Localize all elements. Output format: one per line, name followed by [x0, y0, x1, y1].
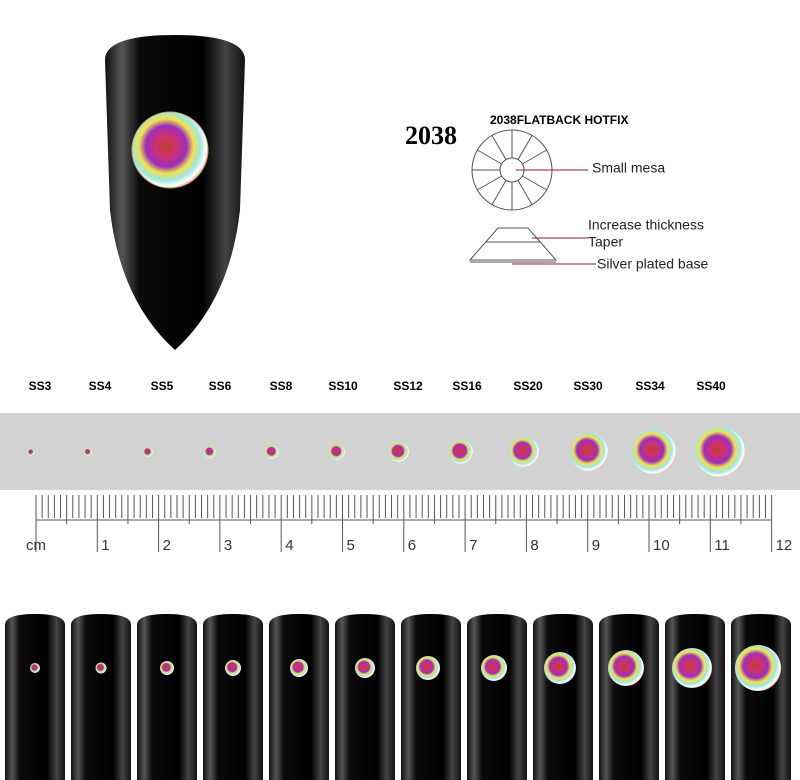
nail — [599, 614, 659, 780]
nail — [269, 614, 329, 780]
facet-line — [477, 175, 502, 191]
ruler-number: 10 — [653, 537, 670, 554]
rhinestone — [695, 427, 745, 477]
size-label: SS12 — [393, 379, 423, 393]
facet-line — [517, 135, 533, 160]
ruler-number: 4 — [285, 537, 293, 554]
rhinestone — [30, 663, 40, 673]
rhinestone — [131, 111, 209, 189]
rhinestone — [204, 446, 216, 458]
rhinestone — [481, 655, 507, 681]
rhinestone — [143, 447, 153, 457]
ruler-number: 11 — [714, 537, 730, 554]
nail — [137, 614, 197, 780]
size-label: SS4 — [89, 379, 112, 393]
nail — [665, 614, 725, 780]
nail — [5, 614, 65, 780]
nail — [533, 614, 593, 780]
diagram-title: 2038FLATBACK HOTFIX — [490, 113, 628, 127]
ruler-number: 5 — [347, 537, 355, 554]
callout-label: Small mesa — [592, 160, 665, 176]
ruler-number: 1 — [101, 537, 109, 554]
rhinestone — [608, 650, 644, 686]
size-label: SS30 — [573, 379, 603, 393]
rhinestone — [389, 442, 409, 462]
ruler-number: 6 — [408, 537, 416, 554]
size-label: SS6 — [209, 379, 232, 393]
nail — [203, 614, 263, 780]
nail-illustration — [105, 35, 245, 350]
facet-line — [522, 149, 547, 165]
facet-line — [491, 135, 507, 160]
nail — [335, 614, 395, 780]
ruler-number: 12 — [776, 537, 793, 554]
nail — [401, 614, 461, 780]
callout-label: Increase thickness — [588, 217, 704, 233]
facet-line — [517, 180, 533, 205]
ruler-number: 3 — [224, 537, 232, 554]
size-label: SS20 — [513, 379, 543, 393]
stone-diagram — [468, 129, 558, 263]
rhinestone — [632, 430, 676, 474]
rhinestone — [160, 661, 174, 675]
facet-line — [491, 180, 507, 205]
rhinestone — [290, 659, 308, 677]
rhinestone — [509, 437, 539, 467]
nail — [467, 614, 527, 780]
rhinestone — [329, 444, 345, 460]
rhinestone — [225, 660, 241, 676]
size-label: SS40 — [696, 379, 726, 393]
callout-label: Taper — [588, 234, 623, 250]
nail — [731, 614, 791, 780]
nail — [105, 35, 245, 350]
rhinestone — [95, 662, 107, 674]
ruler-unit: cm — [26, 537, 46, 554]
size-label: SS5 — [151, 379, 174, 393]
rhinestone — [672, 648, 712, 688]
size-label: SS3 — [29, 379, 52, 393]
ruler-number: 8 — [530, 537, 538, 554]
size-label: SS10 — [328, 379, 358, 393]
rhinestone — [84, 448, 92, 456]
size-label: SS8 — [270, 379, 293, 393]
facet-line — [522, 175, 547, 191]
rhinestone — [570, 433, 608, 471]
rhinestone — [449, 440, 473, 464]
rhinestone — [544, 652, 576, 684]
size-label: SS34 — [635, 379, 665, 393]
ruler-number: 2 — [163, 537, 171, 554]
size-label: SS16 — [452, 379, 482, 393]
rhinestone — [265, 445, 279, 459]
rhinestone — [355, 658, 375, 678]
callout-label: Silver plated base — [597, 256, 709, 272]
rhinestone — [27, 448, 35, 456]
ruler-number: 9 — [592, 537, 600, 554]
ruler-number: 7 — [469, 537, 477, 554]
model-number: 2038 — [405, 121, 457, 150]
facet-line — [477, 149, 502, 165]
rhinestone — [416, 656, 440, 680]
rhinestone — [735, 645, 781, 691]
nail — [71, 614, 131, 780]
